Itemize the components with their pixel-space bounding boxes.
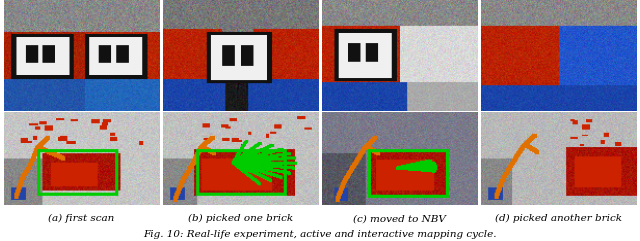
Text: Fig. 10: Real-life experiment, active and interactive mapping cycle.: Fig. 10: Real-life experiment, active an… <box>143 230 497 239</box>
Text: (d) picked another brick: (d) picked another brick <box>495 214 622 223</box>
Text: (a) first scan: (a) first scan <box>48 214 115 223</box>
Text: (b) picked one brick: (b) picked one brick <box>188 214 293 223</box>
Text: (c) moved to NBV: (c) moved to NBV <box>353 214 446 223</box>
